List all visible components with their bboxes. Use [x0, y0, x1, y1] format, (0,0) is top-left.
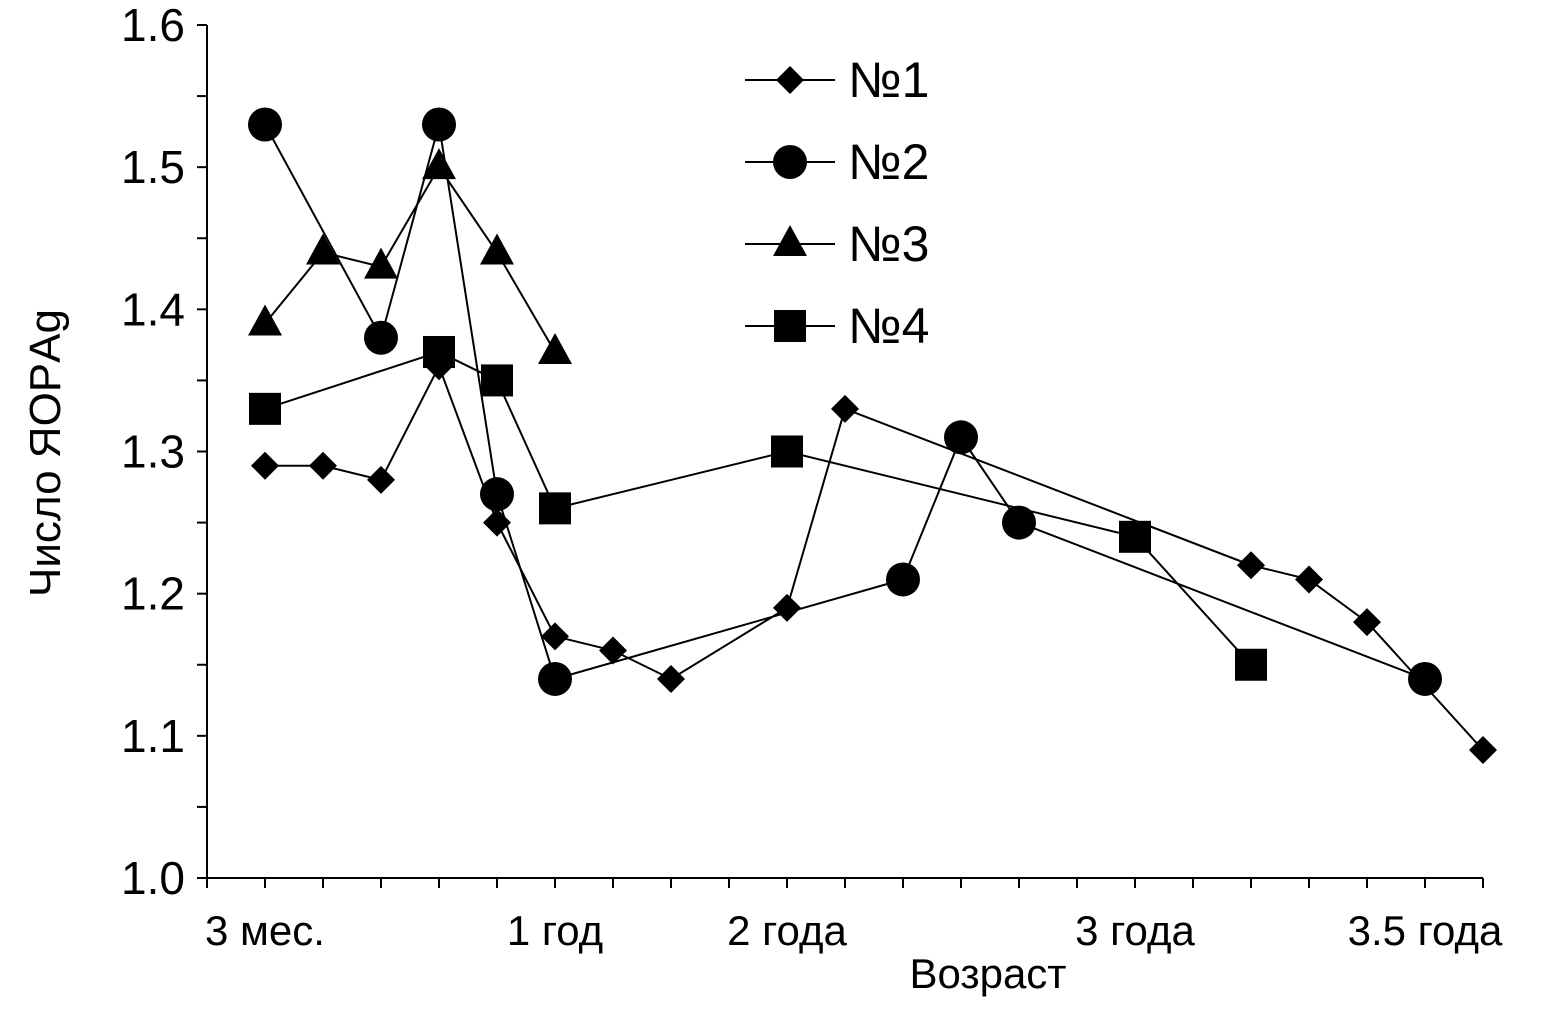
x-tick-label: 1 год [507, 907, 603, 954]
data-point [367, 465, 395, 494]
y-tick-label: 1.3 [121, 426, 185, 478]
series-1 [251, 352, 1497, 765]
data-point [773, 593, 801, 622]
data-point [539, 492, 571, 525]
data-point [1119, 520, 1151, 553]
data-point [1235, 648, 1267, 681]
data-point [944, 420, 978, 455]
legend-item: №2 [745, 134, 929, 190]
legend-label: №3 [848, 216, 929, 272]
x-tick-label: 3 года [1075, 907, 1195, 954]
data-point [423, 335, 455, 368]
data-point [541, 622, 569, 651]
legend-label: №4 [848, 298, 929, 354]
data-point [248, 304, 282, 336]
data-point [1295, 565, 1323, 594]
data-point [364, 320, 398, 355]
series-layer [248, 107, 1497, 765]
data-point [538, 332, 572, 364]
x-axis-label: Возраст [909, 950, 1066, 997]
legend-label: №1 [848, 52, 929, 108]
legend-label: №2 [848, 134, 929, 190]
data-point [248, 107, 282, 142]
y-tick-label: 1.2 [121, 568, 185, 620]
data-point [776, 66, 804, 94]
series-line [264, 165, 556, 353]
legend-item: №4 [745, 298, 929, 354]
data-point [480, 233, 514, 265]
y-tick-label: 1.0 [121, 852, 185, 904]
series-2 [248, 107, 1442, 696]
y-tick-label: 1.1 [121, 710, 185, 762]
y-tick-label: 1.4 [121, 283, 185, 335]
series-3 [248, 148, 572, 364]
data-point [480, 477, 514, 512]
x-tick-label: 2 года [727, 907, 847, 954]
data-point [1237, 551, 1265, 580]
y-axis-label: Число ЯОРAg [21, 309, 70, 597]
data-point [249, 392, 281, 425]
data-point [599, 636, 627, 665]
data-point [422, 148, 456, 180]
y-tick-label: 1.5 [121, 141, 185, 193]
data-point [364, 247, 398, 279]
series-line [265, 363, 1484, 751]
data-point [1408, 661, 1442, 696]
data-point [771, 435, 803, 468]
x-tick-label: 3 мес. [205, 907, 325, 954]
data-point [306, 233, 340, 265]
data-point [483, 508, 511, 537]
series-4 [249, 335, 1267, 681]
data-point [1353, 608, 1381, 637]
data-point [309, 451, 337, 480]
data-point [773, 145, 807, 179]
data-point [1469, 736, 1497, 765]
legend-item: №3 [745, 216, 929, 272]
legend: №1 №2 №3 №4 [745, 52, 929, 354]
data-point [773, 225, 807, 256]
data-point [886, 562, 920, 597]
data-point [774, 310, 806, 342]
data-point [538, 661, 572, 696]
data-point [1002, 505, 1036, 540]
data-point [657, 664, 685, 693]
data-point [422, 107, 456, 142]
x-tick-label: 3.5 года [1348, 907, 1503, 954]
legend-item: №1 [745, 52, 929, 108]
data-point [251, 451, 279, 480]
data-point [831, 394, 859, 423]
data-point [481, 364, 513, 397]
y-tick-label: 1.6 [121, 0, 185, 51]
axes: 1.0 1.1 1.2 1.3 1.4 1.5 1.6 3 мес. 1 год 2 года 3 … [121, 0, 1503, 954]
